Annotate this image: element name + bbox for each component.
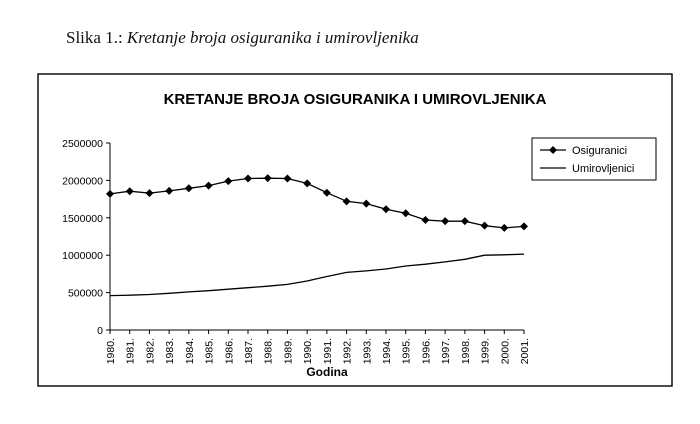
data-point (382, 205, 390, 214)
x-tick-label: 1995. (401, 338, 413, 364)
x-tick-label: 1990. (302, 338, 314, 364)
chart-title: KRETANJE BROJA OSIGURANIKA I UMIROVLJENI… (164, 91, 547, 108)
data-point (441, 217, 450, 226)
y-tick-label: 2500000 (62, 138, 103, 150)
x-axis-label: Godina (306, 365, 348, 379)
data-point (303, 179, 312, 188)
data-point (165, 186, 174, 195)
plot-area: 0 500000 1000000 1500000 2000000 2500000 1980.… (62, 137, 657, 379)
data-point (125, 187, 134, 196)
data-point (184, 184, 193, 193)
x-tick-label: 1982. (144, 338, 156, 364)
data-point (204, 181, 213, 190)
x-tick-label: 1988. (263, 338, 275, 364)
data-point (401, 209, 410, 218)
caption-prefix: Slika 1.: (66, 28, 123, 47)
x-tick-label: 1989. (282, 338, 294, 364)
x-tick-label: 1993. (361, 338, 373, 364)
x-tick-label: 1992. (342, 338, 354, 364)
x-tick-label: 1991. (322, 338, 334, 364)
x-tick-label: 1981. (125, 338, 137, 364)
x-tick-label: 1986. (223, 338, 235, 364)
x-tick-label: 1980. (105, 338, 117, 364)
legend-label: Osiguranici (572, 145, 627, 157)
legend-box (531, 137, 657, 181)
x-tick-label: 1984. (184, 338, 196, 364)
figure-caption: Slika 1.: Kretanje broja osiguranika i u… (66, 28, 419, 48)
y-tick-label: 500000 (68, 288, 103, 300)
x-tick-label: 1983. (164, 338, 176, 364)
x-tick-label: 1987. (243, 338, 255, 364)
data-point (500, 223, 509, 232)
data-point (263, 174, 272, 183)
x-tick-label: 1998. (460, 338, 472, 364)
y-tick-label: 1000000 (62, 250, 103, 262)
legend-label: Umirovljenici (572, 163, 634, 175)
data-point (145, 189, 154, 198)
data-point (342, 197, 351, 206)
y-tick-label: 0 (97, 325, 103, 337)
series-line-umirovljenici (109, 253, 525, 297)
data-point (283, 174, 292, 183)
caption-text: Kretanje broja osiguranika i umirovljeni… (126, 28, 419, 47)
data-point (106, 189, 114, 198)
series-line-osiguranici (109, 177, 525, 229)
chart-frame (37, 73, 673, 387)
data-point (244, 174, 252, 183)
x-tick-label: 1994. (381, 338, 393, 364)
legend-marker (549, 146, 557, 154)
x-tick-label: 1985. (204, 338, 216, 364)
data-point (322, 188, 331, 197)
data-point (421, 216, 430, 225)
data-point (224, 177, 233, 186)
y-tick-label: 1500000 (62, 213, 103, 225)
x-tick-label: 2000. (499, 338, 511, 364)
y-tick-label: 2000000 (62, 175, 103, 187)
data-point (362, 199, 371, 208)
data-point (520, 222, 528, 231)
x-tick-label: 1999. (480, 338, 492, 364)
data-point (460, 217, 469, 226)
x-tick-label: 1997. (440, 338, 452, 364)
x-tick-label: 1996. (420, 338, 432, 364)
x-tick-label: 2001. (519, 338, 531, 364)
data-point (480, 221, 489, 230)
